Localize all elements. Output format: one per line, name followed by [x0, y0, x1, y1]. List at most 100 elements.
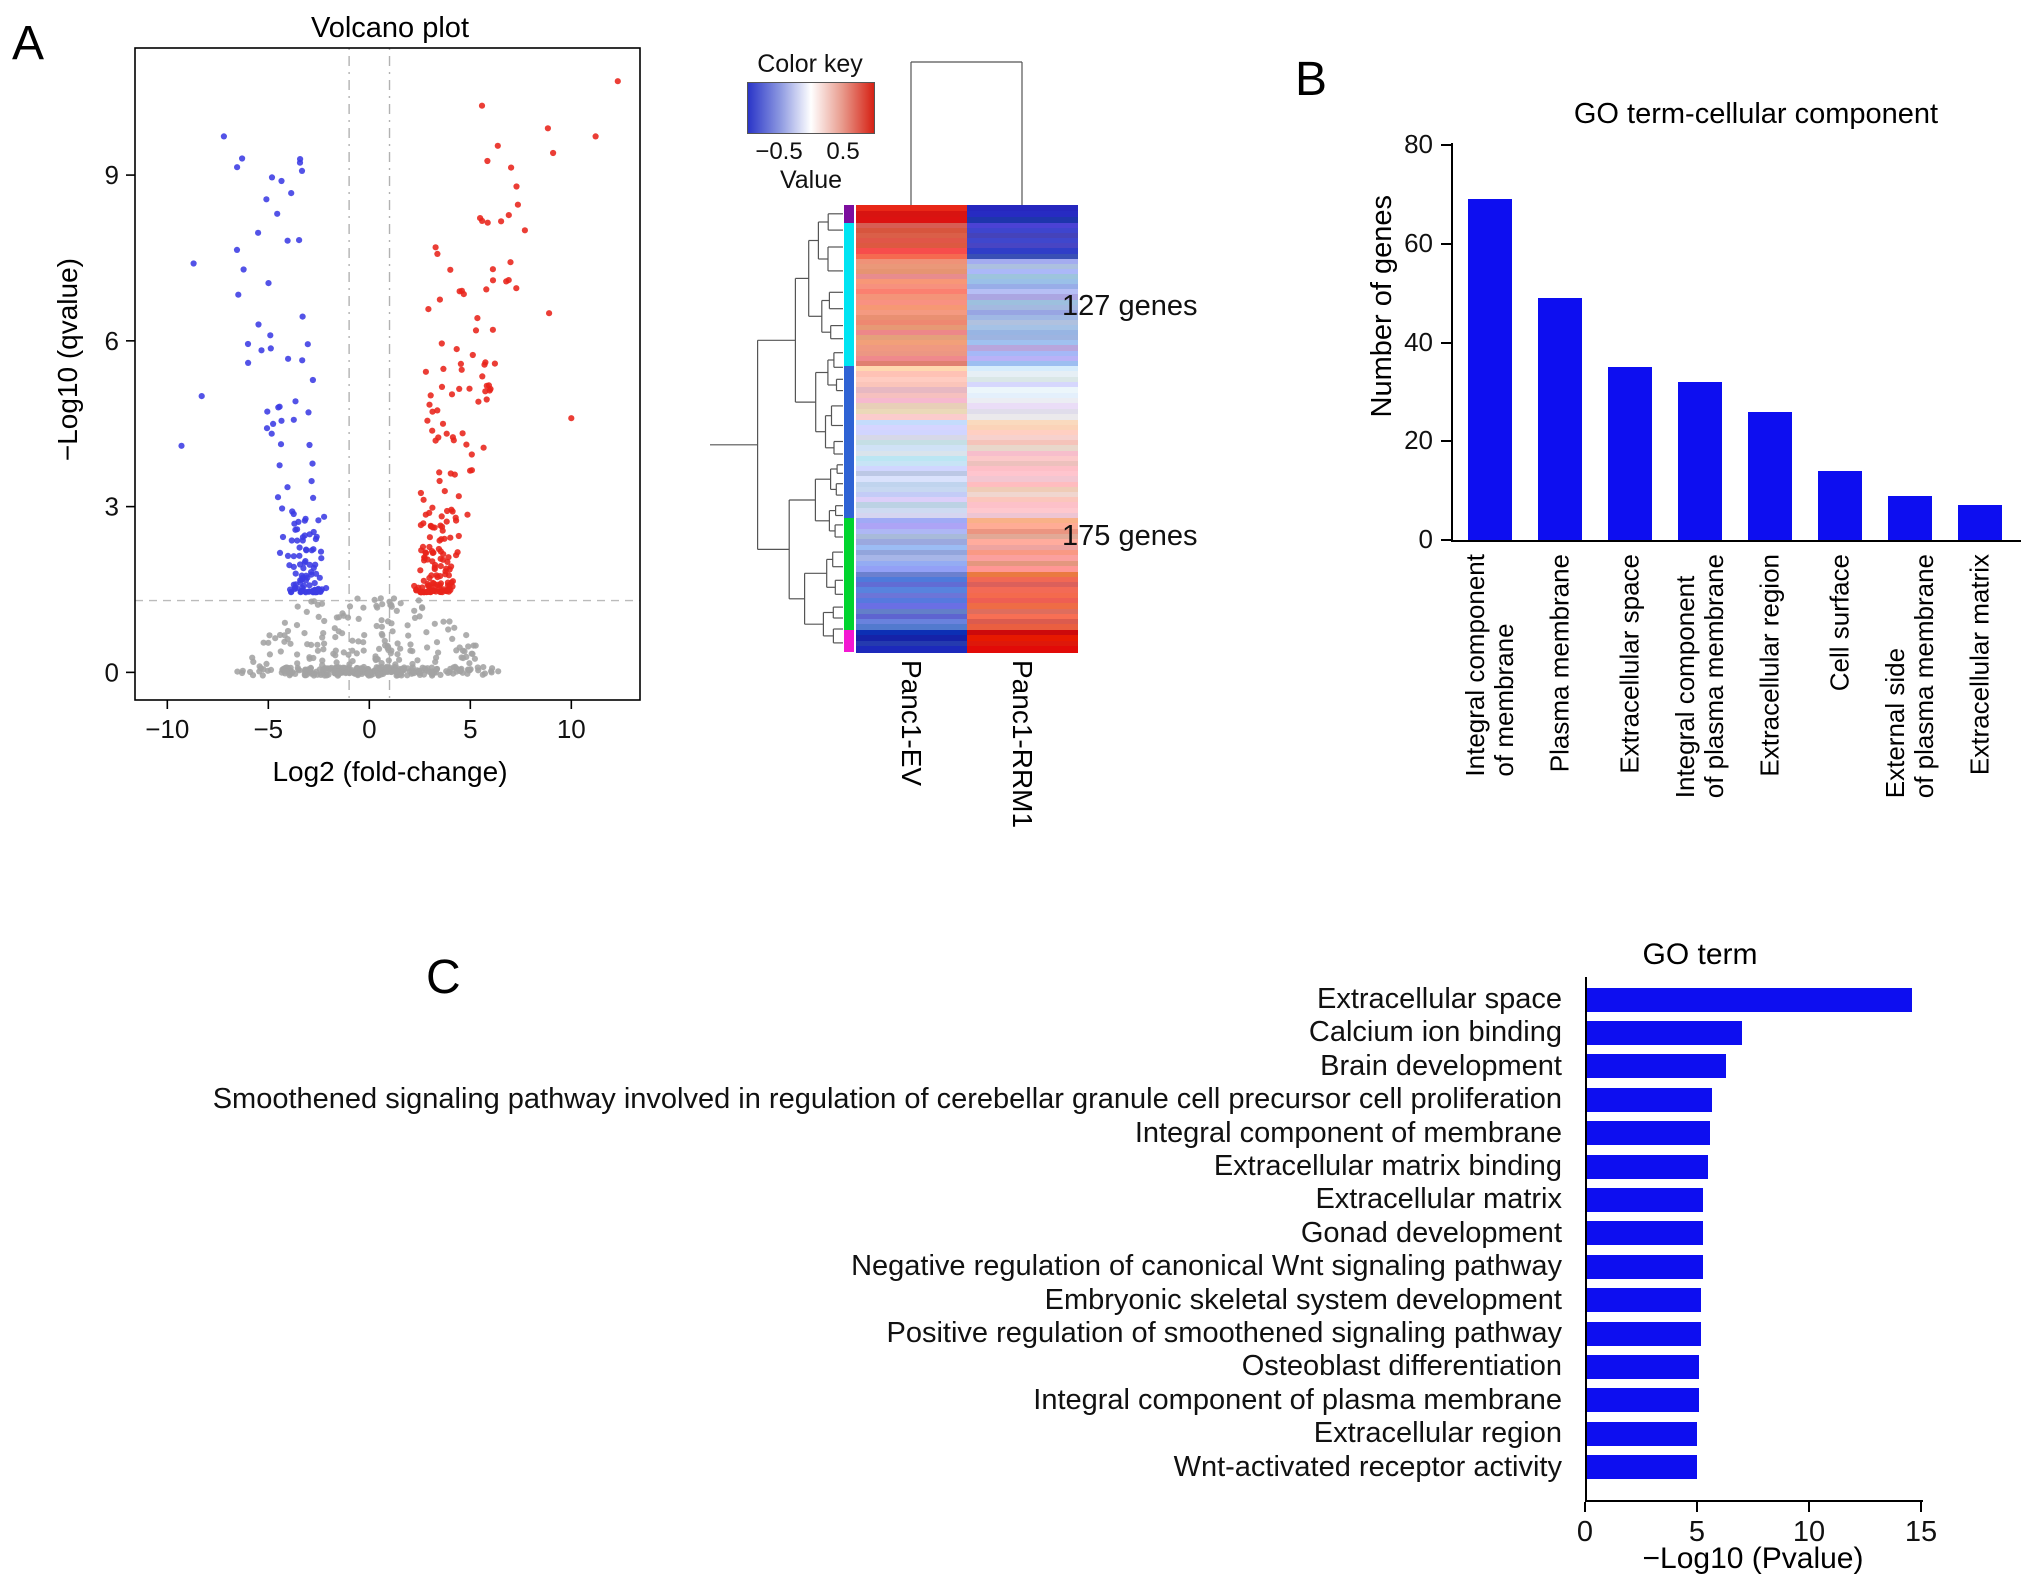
volcano-plot: −10 −5 0 5 10 0 3 6 9	[105, 47, 641, 744]
downregulated-point	[286, 562, 293, 569]
not-significant-point	[310, 672, 317, 679]
upregulated-point	[483, 286, 490, 293]
upregulated-point	[481, 361, 488, 368]
upregulated-point	[478, 102, 486, 109]
downregulated-point	[317, 548, 325, 555]
upregulated-point	[467, 467, 474, 474]
downregulated-point	[293, 585, 300, 592]
not-significant-point	[247, 668, 254, 676]
go-term-label: Negative regulation of canonical Wnt sig…	[851, 1250, 1562, 1283]
heatmap-row	[856, 253, 1078, 260]
cluster-strip-segment	[844, 629, 854, 653]
upregulated-point	[464, 511, 471, 518]
downregulated-point	[288, 190, 295, 197]
upregulated-point	[429, 408, 436, 415]
go-term-label: Extracellular space	[1317, 983, 1562, 1015]
downregulated-point	[235, 291, 242, 298]
not-significant-point	[393, 607, 400, 615]
heatmap-col-label-ev: Panc1-EV	[895, 660, 927, 787]
not-significant-point	[316, 666, 323, 673]
upregulated-point	[455, 493, 462, 500]
heatmap-row	[856, 304, 1078, 311]
not-significant-point	[265, 639, 272, 646]
heatmap-row	[856, 635, 1078, 642]
not-significant-point	[437, 671, 444, 679]
upregulated-point	[422, 550, 430, 557]
not-significant-point	[319, 657, 326, 664]
go-cc-bar-label: Extracellular region	[1754, 554, 1785, 777]
not-significant-point	[379, 601, 386, 608]
go-term-x-tick	[1696, 1502, 1698, 1512]
heatmap-row	[856, 555, 1078, 562]
downregulated-point	[298, 572, 305, 579]
go-term-label: Osteoblast differentiation	[1241, 1350, 1562, 1383]
upregulated-point	[434, 250, 441, 257]
upregulated-point	[474, 315, 481, 322]
not-significant-point	[266, 632, 273, 639]
upregulated-point	[420, 520, 427, 527]
upregulated-point	[429, 558, 436, 565]
not-significant-point	[407, 641, 414, 648]
not-significant-point	[409, 660, 416, 668]
go-cc-y-tick-label: 40	[1404, 326, 1433, 357]
not-significant-point	[371, 596, 378, 604]
downregulated-point	[318, 555, 325, 562]
heatmap-row	[856, 476, 1078, 483]
upregulated-point	[456, 385, 463, 392]
not-significant-point	[456, 667, 463, 674]
upregulated-point	[449, 508, 456, 515]
upregulated-point	[513, 183, 520, 190]
downregulated-point	[274, 494, 282, 501]
upregulated-point	[439, 589, 446, 596]
heatmap-row	[856, 550, 1078, 557]
upregulated-point	[432, 244, 439, 251]
not-significant-point	[314, 647, 321, 654]
upregulated-point	[424, 417, 431, 424]
go-term-x-tick-label: 10	[1792, 1516, 1826, 1548]
not-significant-point	[319, 634, 326, 641]
upregulated-point	[439, 420, 447, 427]
upregulated-point	[451, 471, 458, 478]
not-significant-point	[333, 614, 340, 621]
go-term-bar	[1587, 1455, 1697, 1480]
heatmap-row	[856, 279, 1078, 285]
not-significant-point	[294, 651, 301, 658]
not-significant-point	[411, 607, 418, 614]
heatmap-row	[856, 205, 1078, 212]
upregulated-point	[441, 488, 448, 495]
downregulated-point	[301, 559, 308, 566]
upregulated-point	[439, 523, 446, 530]
heatmap-row	[856, 268, 1078, 275]
heatmap-row	[856, 243, 1078, 250]
upregulated-point	[438, 340, 445, 347]
not-significant-point	[374, 604, 381, 611]
not-significant-point	[239, 667, 246, 674]
upregulated-point	[477, 215, 484, 222]
upregulated-point	[429, 427, 436, 434]
go-cc-bar	[1468, 199, 1512, 540]
heatmap-row	[856, 517, 1078, 524]
go-cc-bar	[1678, 382, 1722, 540]
upregulated-point	[449, 578, 456, 585]
not-significant-point	[414, 657, 421, 664]
go-term-x-tick-label: 15	[1904, 1516, 1938, 1548]
upregulated-point	[427, 392, 434, 399]
heatmap-row	[856, 355, 1078, 362]
not-significant-point	[450, 664, 457, 671]
downregulated-point	[276, 462, 283, 469]
upregulated-point	[592, 133, 599, 140]
not-significant-point	[349, 637, 356, 644]
not-significant-point	[453, 647, 460, 654]
not-significant-point	[282, 668, 289, 675]
heatmap-row	[856, 460, 1078, 467]
heatmap-row	[856, 587, 1078, 594]
downregulated-point	[301, 532, 308, 539]
downregulated-point	[299, 588, 306, 595]
downregulated-point	[299, 357, 306, 364]
not-significant-point	[405, 632, 412, 639]
go-cc-bar-label: Integral component of plasma membrane	[1669, 554, 1729, 799]
not-significant-point	[472, 642, 479, 649]
heatmap-row	[856, 227, 1078, 234]
upregulated-point	[494, 142, 501, 149]
